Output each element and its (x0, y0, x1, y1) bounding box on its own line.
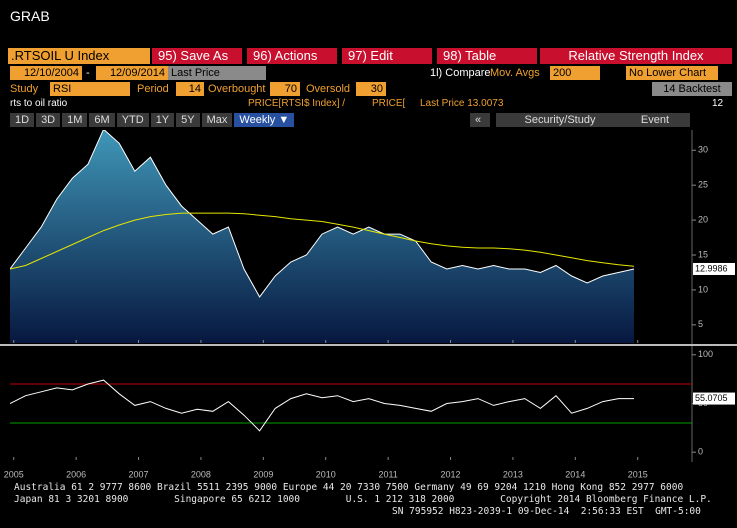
period-field[interactable]: 14 (176, 82, 204, 96)
menu-button[interactable]: 95) Save As (152, 48, 242, 64)
series-line (10, 379, 634, 432)
period-tab[interactable]: Weekly ▼ (234, 113, 295, 127)
y-tick-label: 5 (698, 319, 703, 329)
collapse-button[interactable]: « (470, 113, 490, 127)
mov-avgs-label: Mov. Avgs (490, 67, 540, 79)
menu-button[interactable]: 98) Table (437, 48, 537, 64)
legend-name: rts to oil ratio (10, 98, 68, 109)
x-tick-label: 2011 (378, 469, 397, 479)
screen-title: GRAB (10, 8, 50, 24)
price-field[interactable]: Last Price (168, 66, 266, 80)
period-label: Period (137, 83, 169, 95)
y-tick-label: 30 (698, 145, 708, 155)
study-title: Relative Strength Index (540, 48, 732, 64)
overbought-field[interactable]: 70 (270, 82, 300, 96)
y-tick-label: 15 (698, 249, 708, 259)
x-tick-label: 2010 (316, 469, 336, 479)
legend-count: 12 (712, 98, 724, 109)
lower-chart-field[interactable]: No Lower Chart (626, 66, 718, 80)
x-tick-label: 2008 (191, 469, 211, 479)
period-tab[interactable]: 5Y (176, 113, 200, 127)
compare-button[interactable]: 1l) Compare (430, 67, 491, 79)
security-field[interactable]: .RTSOIL U Index (8, 48, 150, 64)
series-line (10, 130, 635, 298)
series-line (10, 212, 635, 270)
y-tick-label: 20 (698, 214, 708, 224)
footer-line: SN 795952 H823-2039-1 09-Dec-14 2:56:33 … (392, 506, 701, 517)
plot (10, 379, 692, 432)
backtest-button[interactable]: 14 Backtest (652, 82, 732, 96)
x-tick-label: 2012 (441, 469, 461, 479)
legend-last-price: Last Price 13.0073 (420, 98, 504, 109)
y-tick-label: 100 (698, 349, 713, 359)
study-label: Study (10, 83, 39, 95)
x-tick-label: 2006 (66, 469, 86, 479)
last-value-tag (693, 392, 735, 405)
period-tab[interactable]: 1M (62, 113, 88, 127)
period-tab[interactable]: 3D (36, 113, 61, 127)
footer-line: Australia 61 2 9777 8600 Brazil 5511 239… (14, 482, 684, 493)
event-button[interactable]: Event (620, 113, 690, 127)
period-tab[interactable]: 1D (10, 113, 35, 127)
start-date[interactable]: 12/10/2004 (10, 66, 82, 80)
end-date[interactable]: 12/09/2014 (96, 66, 168, 80)
legend-formula: PRICE[RTSI$ Index] / (248, 98, 346, 109)
menu-button[interactable]: 97) Edit (342, 48, 432, 64)
tab-bar: 1D 3D 1M 6M YTD 1Y 5Y Max Weekly ▼ (10, 113, 295, 127)
y-tick-label: 25 (698, 180, 708, 190)
x-tick-label: 2015 (628, 469, 648, 479)
y-tick-label: 0 (698, 447, 703, 457)
period-tab[interactable]: 1Y (150, 113, 175, 127)
period-tab[interactable]: Max (201, 113, 233, 127)
x-tick-label: 2013 (503, 469, 523, 479)
legend-formula: PRICE[ (372, 98, 406, 109)
x-tick-label: 2007 (129, 469, 149, 479)
period-tab[interactable]: YTD (116, 113, 149, 127)
mov-avgs-field[interactable]: 200 (550, 66, 600, 80)
price-area (10, 130, 634, 343)
x-tick-label: 2009 (253, 469, 273, 479)
study-field[interactable]: RSI (50, 82, 130, 96)
last-value-tag (693, 262, 735, 275)
last-value-label: 12.9986 (695, 263, 728, 273)
menu-button[interactable]: 96) Actions (247, 48, 337, 64)
footer-line: Japan 81 3 3201 8900 Singapore 65 6212 1… (14, 494, 712, 505)
security-study-button[interactable]: Security/Study (496, 113, 624, 127)
oversold-label: Oversold (306, 83, 351, 95)
plot (10, 130, 635, 343)
overbought-label: Overbought (208, 83, 266, 95)
oversold-field[interactable]: 30 (356, 82, 386, 96)
y-tick-label: 10 (698, 284, 708, 294)
x-tick-label: 2005 (4, 469, 24, 479)
last-value-label: 55.0705 (695, 393, 728, 403)
period-tab[interactable]: 6M (89, 113, 115, 127)
x-tick-label: 2014 (565, 469, 585, 479)
date-separator: - (86, 67, 90, 79)
